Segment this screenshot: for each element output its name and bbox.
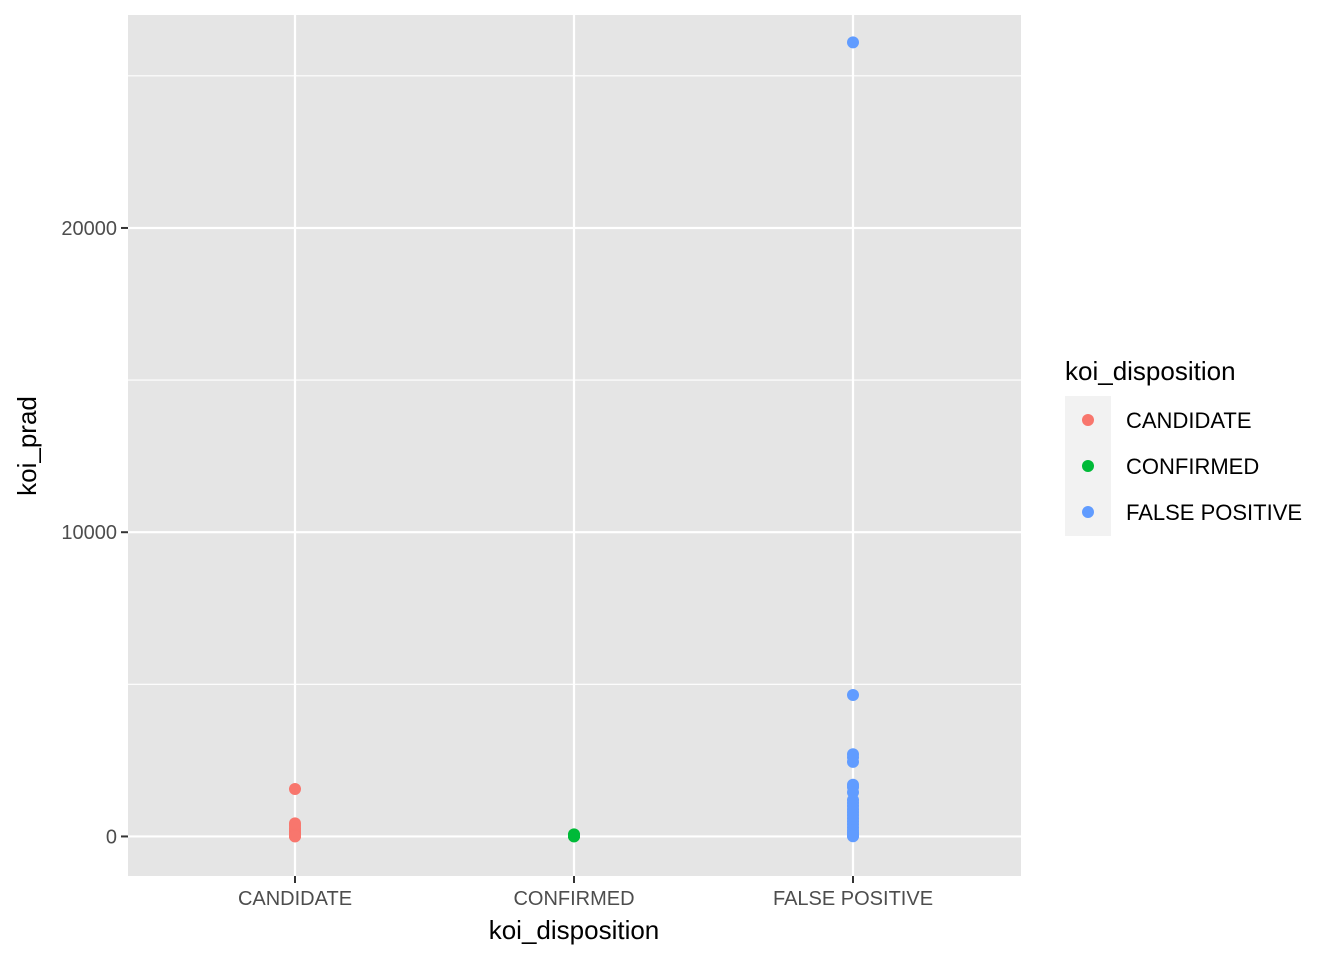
legend-items: CANDIDATE CONFIRMED FALSE POSITIVE	[1082, 408, 1302, 525]
data-point	[847, 755, 859, 768]
data-point	[847, 830, 859, 843]
axes-layer: 0 10000 20000 CANDIDATE CONFIRMED FALSE POSIT…	[61, 218, 933, 910]
legend-marker	[1082, 414, 1094, 426]
y-tick-label: 0	[106, 826, 117, 848]
points-layer	[289, 36, 859, 843]
data-point	[289, 782, 301, 795]
x-axis-title: koi_disposition	[489, 915, 660, 945]
data-point	[847, 688, 859, 701]
data-point	[289, 830, 301, 843]
x-tick-label: FALSE POSITIVE	[773, 888, 933, 910]
y-tick-label: 10000	[61, 522, 117, 544]
legend-label: CANDIDATE	[1126, 408, 1252, 433]
grid-layer	[128, 15, 1021, 876]
legend-label: FALSE POSITIVE	[1126, 500, 1302, 525]
data-point	[847, 36, 859, 49]
legend-label: CONFIRMED	[1126, 454, 1259, 479]
x-tick-label: CANDIDATE	[238, 888, 352, 910]
y-tick-label: 20000	[61, 218, 117, 240]
y-axis-title: koi_prad	[12, 396, 42, 496]
x-tick-label: CONFIRMED	[513, 888, 634, 910]
legend-title: koi_disposition	[1065, 356, 1236, 386]
legend-marker	[1082, 506, 1094, 518]
legend-marker	[1082, 460, 1094, 472]
legend: koi_disposition CANDIDATE CONFIRMED FALSE …	[1065, 356, 1302, 536]
data-point	[568, 830, 580, 843]
